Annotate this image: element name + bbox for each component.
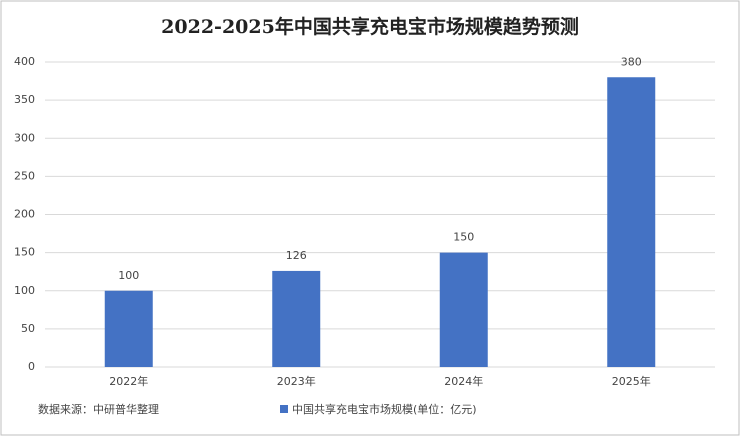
legend-swatch bbox=[280, 405, 288, 413]
x-tick-label: 2022年 bbox=[109, 374, 148, 388]
data-label: 126 bbox=[286, 249, 307, 262]
x-tick-label: 2025年 bbox=[612, 374, 651, 388]
chart-title: 2022-2025年中国共享充电宝市场规模趋势预测 bbox=[161, 15, 579, 38]
legend-label: 中国共享充电宝市场规模(单位：亿元) bbox=[292, 402, 477, 416]
bar bbox=[272, 270, 321, 367]
y-tick-label: 350 bbox=[14, 93, 35, 106]
source-note: 数据来源：中研普华整理 bbox=[38, 402, 159, 416]
x-tick-label: 2023年 bbox=[277, 374, 316, 388]
data-label: 150 bbox=[453, 231, 474, 244]
bar bbox=[439, 252, 488, 367]
y-tick-label: 400 bbox=[14, 55, 35, 68]
y-tick-label: 50 bbox=[21, 322, 35, 335]
y-tick-label: 200 bbox=[14, 208, 35, 221]
bar bbox=[104, 290, 153, 367]
data-label: 100 bbox=[118, 269, 139, 282]
data-label: 380 bbox=[621, 55, 642, 68]
x-tick-label: 2024年 bbox=[444, 374, 483, 388]
y-tick-label: 0 bbox=[28, 360, 35, 373]
y-tick-label: 300 bbox=[14, 131, 35, 144]
y-tick-label: 100 bbox=[14, 284, 35, 297]
y-tick-label: 250 bbox=[14, 169, 35, 182]
y-tick-label: 150 bbox=[14, 246, 35, 259]
bar bbox=[607, 77, 656, 367]
